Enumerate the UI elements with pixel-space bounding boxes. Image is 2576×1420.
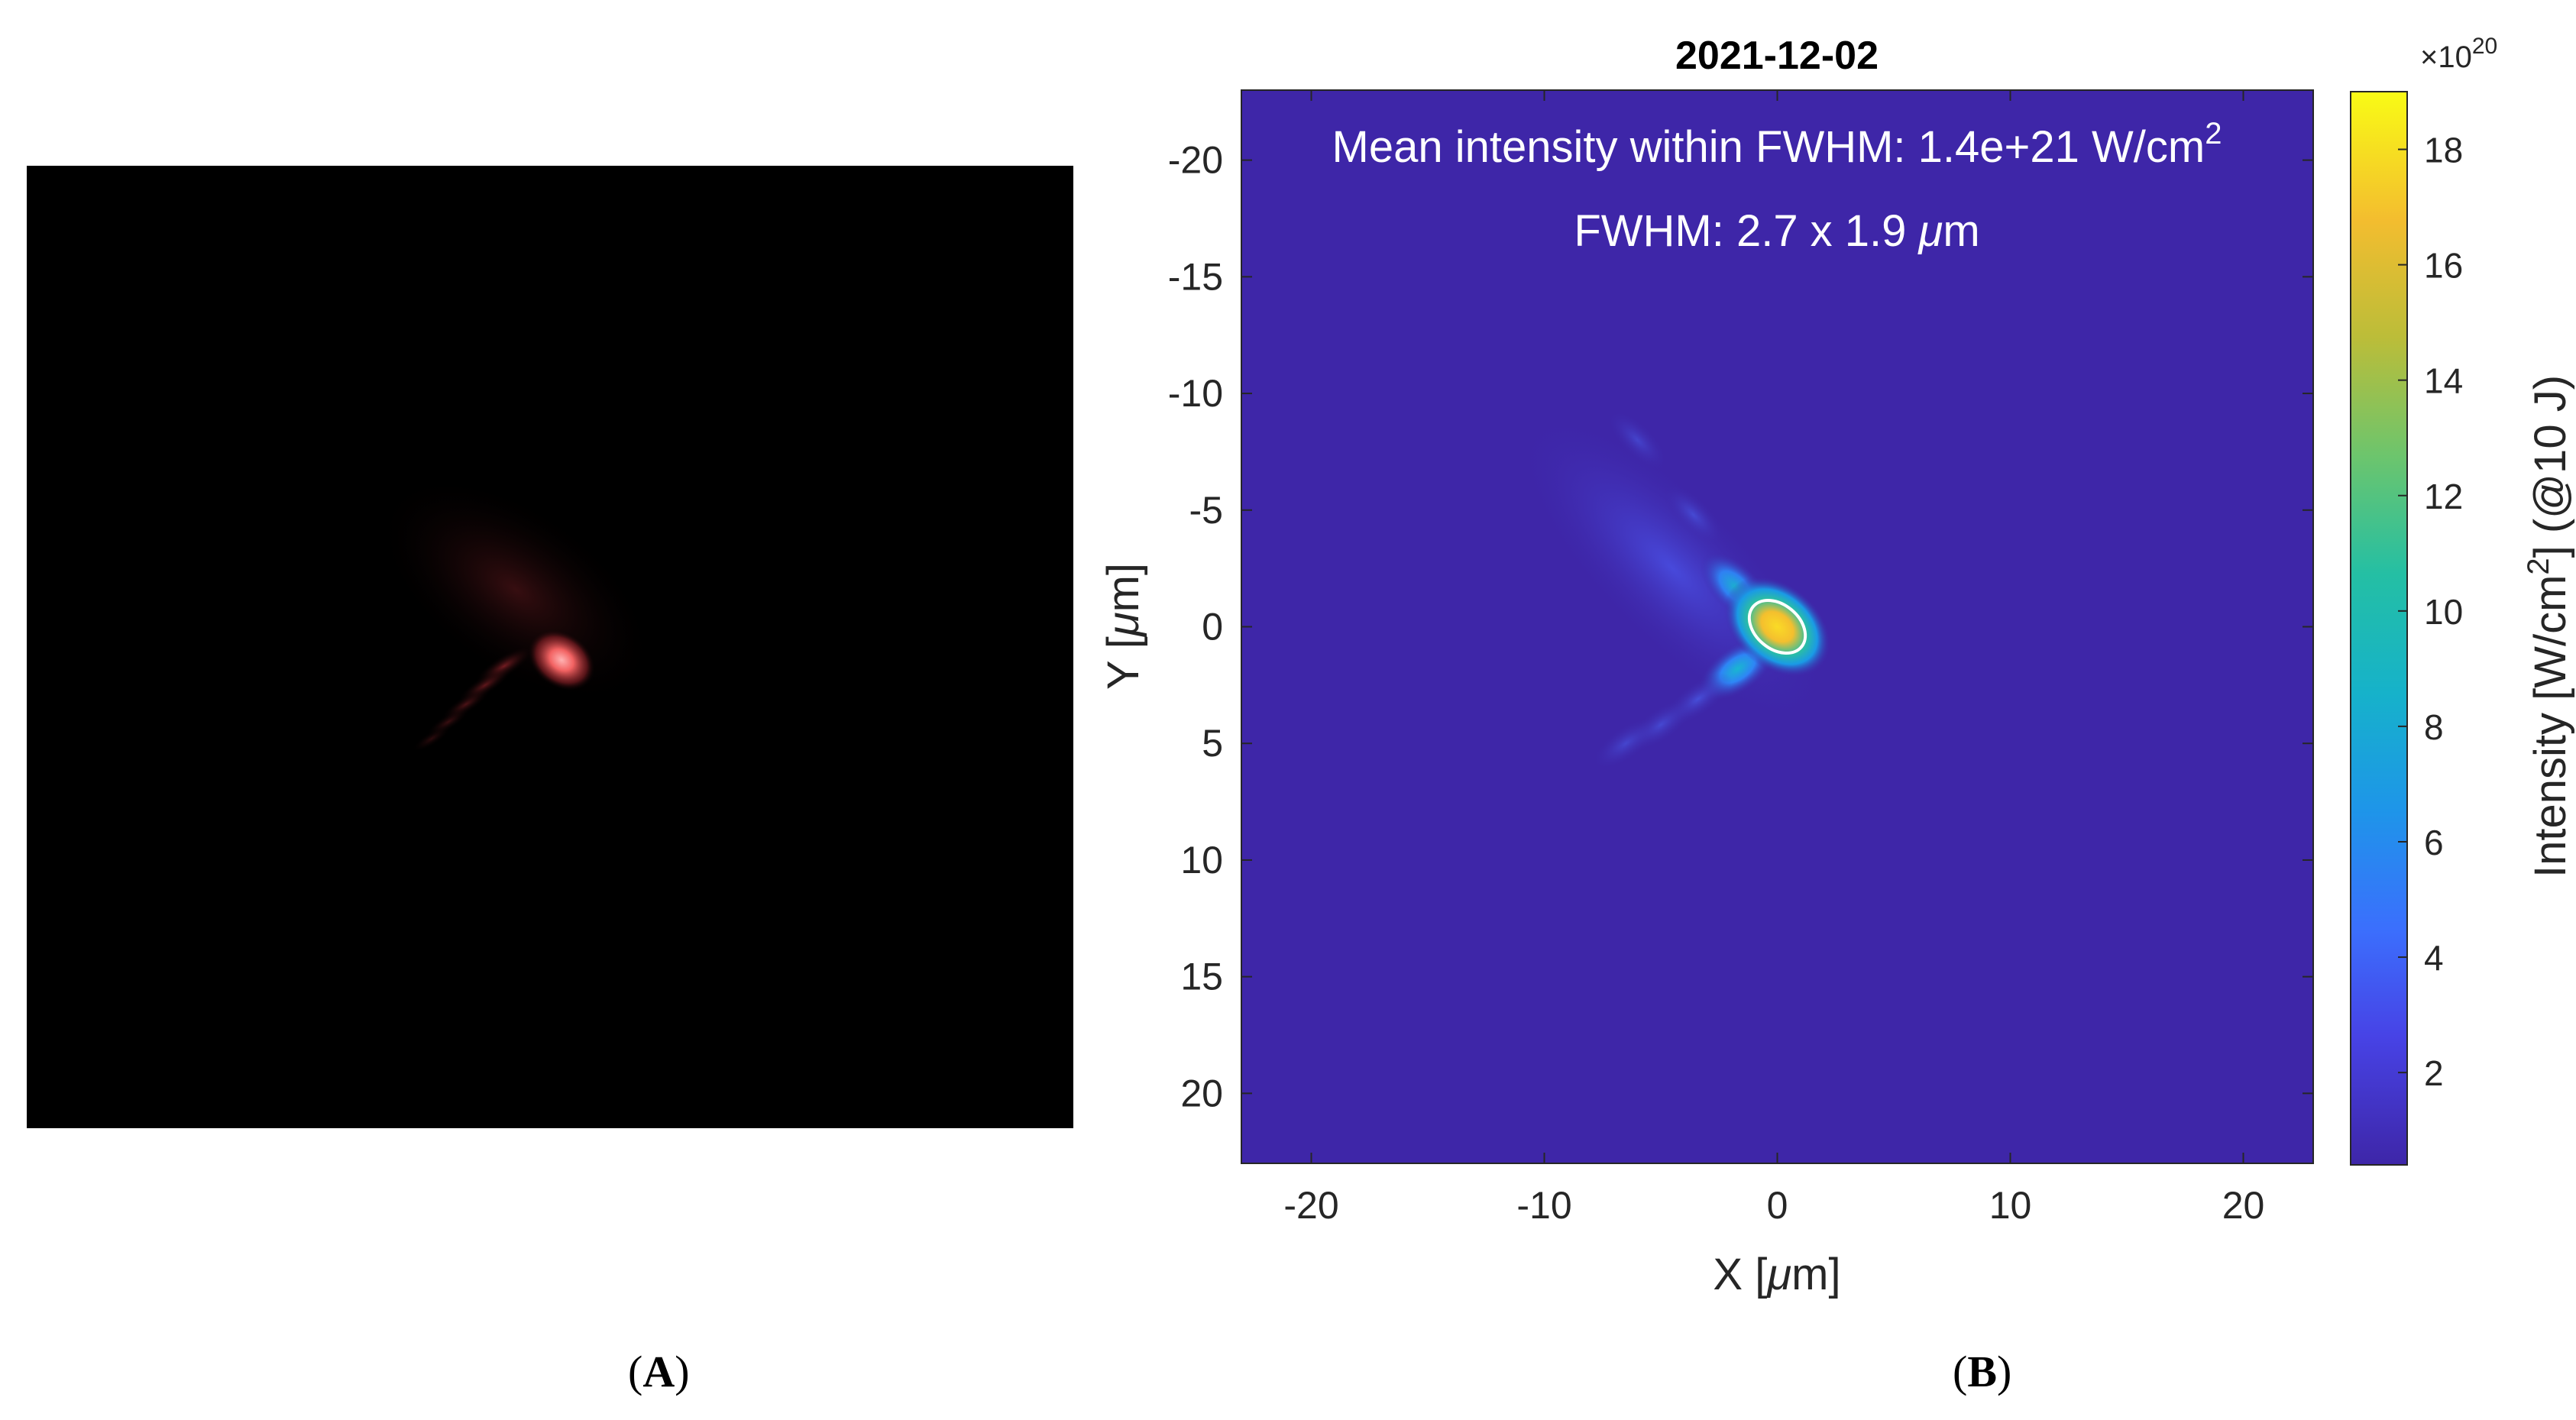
x-tick-label: -20	[1283, 1184, 1338, 1227]
mean-intensity-annotation: Mean intensity within FWHM: 1.4e+21 W/cm…	[1332, 117, 2222, 172]
side-lobe	[1592, 716, 1660, 770]
y-tick-label: 5	[1202, 722, 1223, 765]
fwhm-contour	[1747, 598, 1807, 655]
y-tick-label: 15	[1180, 956, 1223, 998]
colorbar-tick-label: 2	[2424, 1053, 2444, 1093]
x-tick-label: -10	[1516, 1184, 1571, 1227]
caption-a: (A)	[628, 1347, 690, 1396]
y-axis: -20 -15 -10 -5 0 5 10 15 20	[1168, 139, 2313, 1114]
camera-focal-spot	[527, 629, 596, 691]
focal-spot	[1723, 576, 1831, 678]
colorbar-tick-label: 8	[2424, 707, 2444, 747]
colorbar-tick-label: 18	[2424, 131, 2463, 170]
colorbar-ticks: 2 4 6 8 10 12 14 16 18	[2398, 131, 2463, 1093]
colorbar-tick-label: 10	[2424, 592, 2463, 632]
side-lobe	[1663, 484, 1724, 545]
caption-b: (B)	[1953, 1347, 2012, 1396]
camera-spot-graphic	[375, 474, 656, 752]
colorbar-tick-label: 12	[2424, 477, 2463, 516]
x-tick-label: 10	[1989, 1184, 2032, 1227]
colorbar-exponent: ×1020	[2420, 34, 2497, 74]
x-axis-label: X [μm]	[1713, 1250, 1840, 1299]
x-tick-label: 0	[1767, 1184, 1788, 1227]
camera-fringes	[412, 645, 534, 752]
colorbar-tick-label: 6	[2424, 823, 2444, 862]
y-tick-label: -15	[1168, 255, 1223, 298]
side-lobe	[1607, 409, 1668, 471]
y-tick-label: -20	[1168, 139, 1223, 182]
y-tick-label: 20	[1180, 1072, 1223, 1114]
colorbar-label: Intensity [W/cm2] (@10 J)	[2522, 375, 2575, 878]
colorbar-tick-label: 16	[2424, 246, 2463, 286]
fwhm-annotation: FWHM: 2.7 x 1.9 μm	[1574, 206, 1979, 256]
y-axis-label: Y [μm]	[1099, 563, 1148, 690]
y-tick-label: -10	[1168, 372, 1223, 415]
intensity-features	[1515, 409, 1831, 770]
x-axis: -20 -10 0 10 20	[1283, 90, 2264, 1227]
y-tick-label: 0	[1202, 606, 1223, 649]
colorbar	[2350, 91, 2408, 1166]
camera-image	[27, 166, 1073, 1128]
y-tick-label: 10	[1180, 839, 1223, 881]
chart-title: 2021-12-02	[1675, 34, 1879, 78]
x-tick-label: 20	[2222, 1184, 2265, 1227]
colorbar-tick-label: 14	[2424, 361, 2463, 401]
colorbar-tick-label: 4	[2424, 938, 2444, 978]
y-tick-label: -5	[1189, 489, 1223, 532]
